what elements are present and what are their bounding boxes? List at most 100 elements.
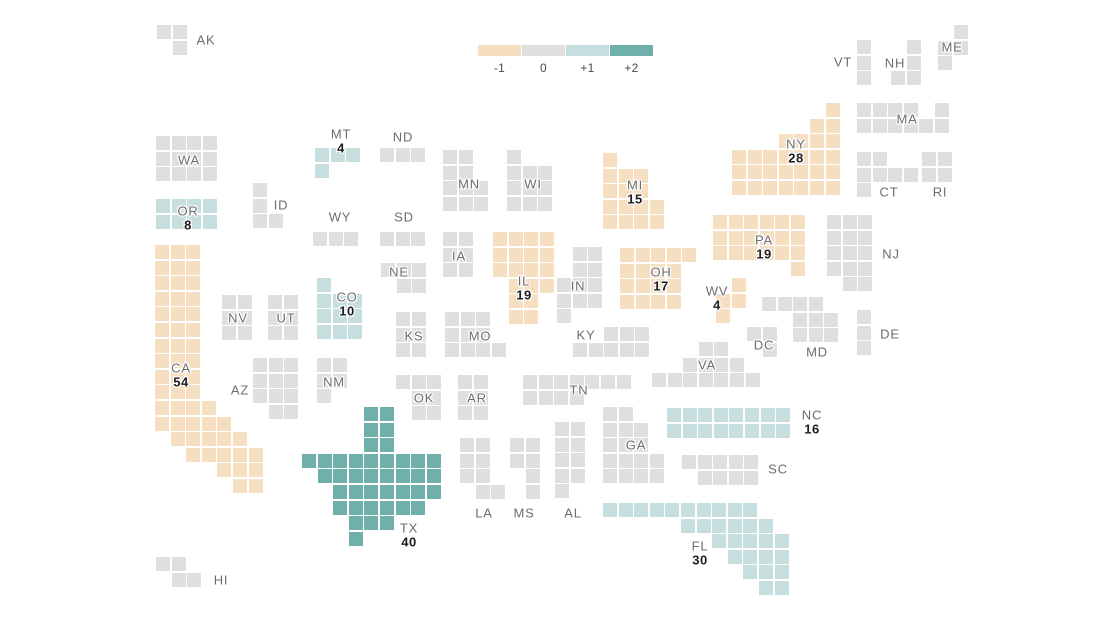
state-tile-WI[interactable] [538, 196, 553, 211]
state-tile-ID[interactable] [253, 183, 267, 197]
state-tile-CO[interactable] [332, 309, 347, 324]
state-tile-KY[interactable] [588, 342, 603, 357]
state-tile-WY[interactable] [313, 232, 327, 246]
state-tile-NV[interactable] [222, 295, 236, 309]
state-tile-NJ[interactable] [858, 246, 873, 261]
state-tile-NJ[interactable] [842, 215, 857, 229]
state-tile-MI[interactable] [603, 168, 617, 183]
state-tile-CA[interactable] [170, 369, 185, 384]
state-tile-MO[interactable] [460, 312, 475, 326]
state-tile-MA[interactable] [919, 118, 934, 133]
state-tile-TX[interactable] [364, 422, 379, 437]
state-tile-MI[interactable] [649, 199, 664, 214]
state-tile-OH[interactable] [651, 248, 666, 262]
state-tile-MA[interactable] [857, 118, 871, 133]
state-tile-IA[interactable] [458, 247, 473, 262]
state-tile-CA[interactable] [155, 385, 169, 400]
state-tile-WA[interactable] [156, 136, 170, 150]
state-tile-TN[interactable] [569, 375, 584, 389]
state-tile-NY[interactable] [825, 118, 840, 133]
state-tile-NY[interactable] [810, 118, 824, 133]
state-tile-LA[interactable] [475, 484, 490, 499]
state-tile-IN[interactable] [572, 278, 587, 293]
state-tile-IL[interactable] [539, 232, 554, 246]
state-tile-MO[interactable] [460, 327, 475, 342]
state-tile-NY[interactable] [747, 149, 762, 164]
state-tile-GA[interactable] [618, 407, 633, 421]
state-tile-PA[interactable] [775, 215, 790, 229]
state-tile-CA[interactable] [170, 260, 185, 275]
state-tile-VA[interactable] [698, 357, 713, 372]
state-tile-IL[interactable] [524, 294, 539, 309]
state-tile-OH[interactable] [635, 294, 650, 309]
state-tile-WA[interactable] [171, 151, 186, 166]
state-tile-SC[interactable] [713, 455, 728, 469]
state-tile-IN[interactable] [572, 293, 587, 308]
state-tile-NV[interactable] [222, 326, 236, 341]
state-tile-NY[interactable] [794, 181, 809, 195]
state-tile-MT[interactable] [346, 148, 361, 162]
state-tile-CA[interactable] [186, 323, 201, 337]
state-tile-DE[interactable] [857, 310, 871, 324]
state-tile-PA[interactable] [728, 230, 743, 245]
state-tile-PA[interactable] [759, 246, 774, 261]
state-tile-MI[interactable] [618, 215, 633, 230]
state-tile-WI[interactable] [522, 165, 537, 180]
state-tile-IL[interactable] [539, 247, 554, 262]
state-tile-OR[interactable] [156, 199, 170, 213]
state-tile-NC[interactable] [760, 408, 775, 422]
state-tile-MD[interactable] [824, 312, 839, 327]
state-tile-IN[interactable] [588, 278, 603, 293]
state-tile-OH[interactable] [666, 279, 681, 294]
state-tile-AL[interactable] [555, 484, 569, 499]
state-tile-DC[interactable] [762, 327, 777, 341]
state-tile-CA[interactable] [170, 307, 185, 322]
state-tile-NC[interactable] [776, 408, 791, 422]
state-tile-MS[interactable] [510, 453, 524, 468]
state-tile-CA[interactable] [217, 463, 232, 478]
state-tile-TX[interactable] [380, 407, 394, 421]
state-tile-NC[interactable] [698, 408, 713, 422]
state-tile-TX[interactable] [317, 469, 332, 484]
state-tile-TX[interactable] [364, 438, 379, 453]
state-tile-GA[interactable] [618, 469, 633, 484]
state-tile-VA[interactable] [714, 357, 729, 372]
state-tile-CO[interactable] [317, 324, 331, 339]
state-tile-MT[interactable] [315, 163, 329, 178]
state-tile-SD[interactable] [395, 232, 410, 246]
state-tile-FL[interactable] [712, 534, 727, 549]
state-tile-TX[interactable] [348, 531, 363, 546]
state-tile-TN[interactable] [538, 375, 553, 389]
state-tile-IN[interactable] [588, 262, 603, 277]
state-tile-TX[interactable] [395, 453, 410, 468]
state-tile-CT[interactable] [888, 167, 903, 182]
state-tile-WI[interactable] [507, 165, 521, 180]
state-tile-CA[interactable] [155, 338, 169, 353]
state-tile-CA[interactable] [170, 338, 185, 353]
state-tile-PA[interactable] [775, 230, 790, 245]
state-tile-KS[interactable] [411, 327, 426, 342]
state-tile-OH[interactable] [651, 279, 666, 294]
state-tile-VA[interactable] [714, 342, 729, 356]
state-tile-WI[interactable] [507, 196, 521, 211]
state-tile-CA[interactable] [186, 447, 201, 462]
state-tile-NH[interactable] [891, 71, 905, 86]
state-tile-TX[interactable] [364, 469, 379, 484]
state-tile-OK[interactable] [427, 406, 442, 421]
state-tile-IN[interactable] [588, 293, 603, 308]
state-tile-ND[interactable] [380, 148, 394, 162]
state-tile-TX[interactable] [411, 469, 426, 484]
state-tile-AL[interactable] [555, 422, 569, 436]
state-tile-TX[interactable] [380, 422, 394, 437]
state-tile-CO[interactable] [317, 278, 331, 292]
state-tile-DE[interactable] [857, 325, 871, 340]
state-tile-GA[interactable] [603, 469, 617, 484]
state-tile-MI[interactable] [603, 215, 617, 230]
state-tile-GA[interactable] [603, 407, 617, 421]
state-tile-MO[interactable] [476, 327, 491, 342]
state-tile-NY[interactable] [763, 149, 778, 164]
state-tile-CA[interactable] [155, 307, 169, 322]
state-tile-FL[interactable] [743, 565, 758, 580]
state-tile-UT[interactable] [283, 295, 298, 309]
state-tile-VT[interactable] [857, 55, 871, 70]
